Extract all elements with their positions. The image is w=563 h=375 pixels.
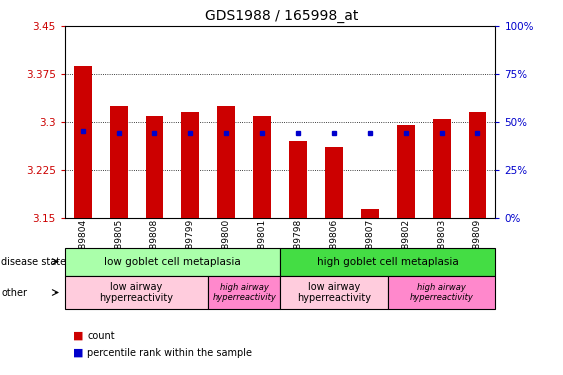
Text: high airway
hyperreactivity: high airway hyperreactivity bbox=[410, 283, 473, 302]
Bar bbox=[397, 125, 415, 218]
Bar bbox=[432, 119, 450, 218]
Text: low airway
hyperreactivity: low airway hyperreactivity bbox=[100, 282, 173, 303]
Text: disease state: disease state bbox=[1, 256, 66, 267]
Text: high goblet cell metaplasia: high goblet cell metaplasia bbox=[317, 256, 459, 267]
Text: high airway
hyperreactivity: high airway hyperreactivity bbox=[212, 283, 276, 302]
Bar bbox=[110, 106, 128, 218]
Bar bbox=[468, 112, 486, 218]
Bar bbox=[361, 209, 379, 218]
Bar bbox=[325, 147, 343, 218]
Bar bbox=[181, 112, 199, 218]
Bar bbox=[253, 116, 271, 218]
Bar bbox=[74, 66, 92, 218]
Text: low goblet cell metaplasia: low goblet cell metaplasia bbox=[104, 256, 241, 267]
Text: ■: ■ bbox=[73, 348, 84, 357]
Text: percentile rank within the sample: percentile rank within the sample bbox=[87, 348, 252, 357]
Text: count: count bbox=[87, 331, 115, 340]
Text: GDS1988 / 165998_at: GDS1988 / 165998_at bbox=[205, 9, 358, 23]
Text: ■: ■ bbox=[73, 331, 84, 340]
Text: other: other bbox=[1, 288, 27, 297]
Bar bbox=[145, 116, 163, 218]
Text: low airway
hyperreactivity: low airway hyperreactivity bbox=[297, 282, 371, 303]
Bar bbox=[289, 141, 307, 218]
Bar bbox=[217, 106, 235, 218]
